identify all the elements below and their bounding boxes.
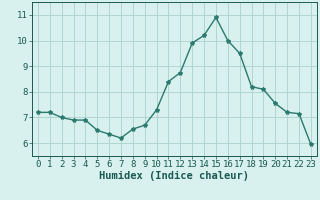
X-axis label: Humidex (Indice chaleur): Humidex (Indice chaleur): [100, 171, 249, 181]
